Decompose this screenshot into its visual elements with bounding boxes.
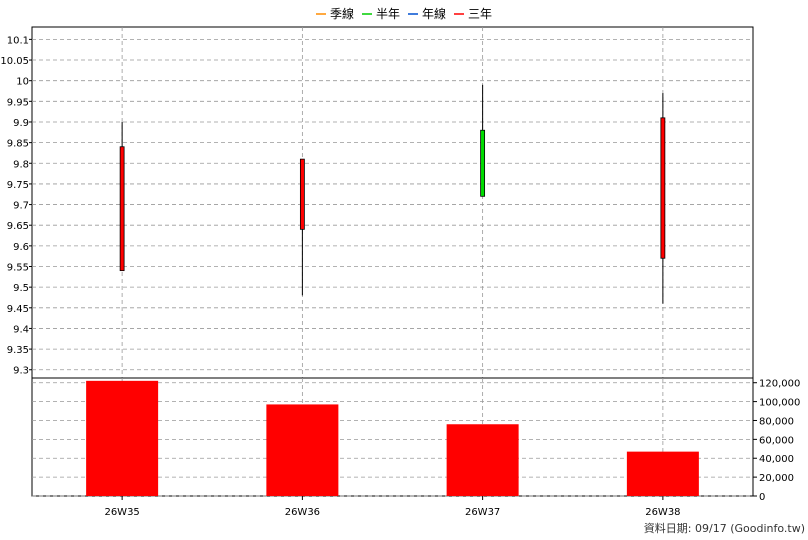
price-tick-label-16: 10.1 <box>7 35 29 46</box>
volume-panel: 0 20,000 40,000 60,000 80,000 100,000 120,000 <box>31 377 800 503</box>
x-tick-label-0: 26W35 <box>104 507 139 518</box>
candle-body-1 <box>299 158 305 230</box>
x-tick-label-2: 26W37 <box>465 507 500 518</box>
price-panel: 9.3 9.35 9.4 9.45 9.5 9.55 9.6 9.65 9.7 9.75 9.8 9.… <box>0 26 754 379</box>
price-tick-label-2: 9.4 <box>13 324 29 335</box>
x-tick-label-3: 26W38 <box>645 507 680 518</box>
price-tick-label-9: 9.75 <box>7 180 29 191</box>
legend: 季線 半年 年線 三年 <box>316 6 492 21</box>
price-tick-label-0: 9.3 <box>13 366 29 377</box>
price-tick-label-13: 9.95 <box>7 97 29 108</box>
volume-tick-label-5: 100,000 <box>759 398 800 409</box>
price-tick-label-1: 9.35 <box>7 345 29 356</box>
volume-tick-label-2: 40,000 <box>759 454 794 465</box>
legend-label-1: 半年 <box>376 7 400 21</box>
price-tick-label-4: 9.5 <box>13 283 29 294</box>
price-tick-label-5: 9.55 <box>7 263 29 274</box>
price-tick-label-3: 9.45 <box>7 304 29 315</box>
price-tick-label-15: 10.05 <box>0 56 29 67</box>
volume-bar-3 <box>626 451 699 496</box>
candle-body-2 <box>480 129 486 197</box>
price-tick-label-7: 9.65 <box>7 221 29 232</box>
price-tick-label-6: 9.6 <box>13 242 29 253</box>
volume-tick-label-0: 0 <box>759 492 765 503</box>
volume-bar-1 <box>266 404 339 496</box>
candle-body-0 <box>119 146 125 272</box>
x-axis: 26W35 26W36 26W37 26W38 <box>104 496 681 518</box>
footer-source: 資料日期: 09/17 (Goodinfo.tw) <box>644 521 805 535</box>
price-tick-label-10: 9.8 <box>13 159 29 170</box>
volume-tick-label-6: 120,000 <box>759 379 800 390</box>
price-tick-label-11: 9.85 <box>7 139 29 150</box>
legend-label-3: 三年 <box>468 7 492 21</box>
price-tick-label-8: 9.7 <box>13 201 29 212</box>
legend-label-2: 年線 <box>422 6 446 21</box>
volume-tick-label-3: 60,000 <box>759 435 794 446</box>
volume-tick-label-1: 20,000 <box>759 473 794 484</box>
price-tick-label-14: 10 <box>16 77 29 88</box>
x-tick-label-1: 26W36 <box>285 507 320 518</box>
legend-label-0: 季線 <box>330 6 354 21</box>
price-tick-label-12: 9.9 <box>13 118 29 129</box>
volume-tick-label-4: 80,000 <box>759 416 794 427</box>
price-plot-area <box>31 26 754 379</box>
volume-bar-2 <box>446 424 519 496</box>
volume-bar-0 <box>86 380 159 496</box>
candle-body-3 <box>660 117 666 259</box>
